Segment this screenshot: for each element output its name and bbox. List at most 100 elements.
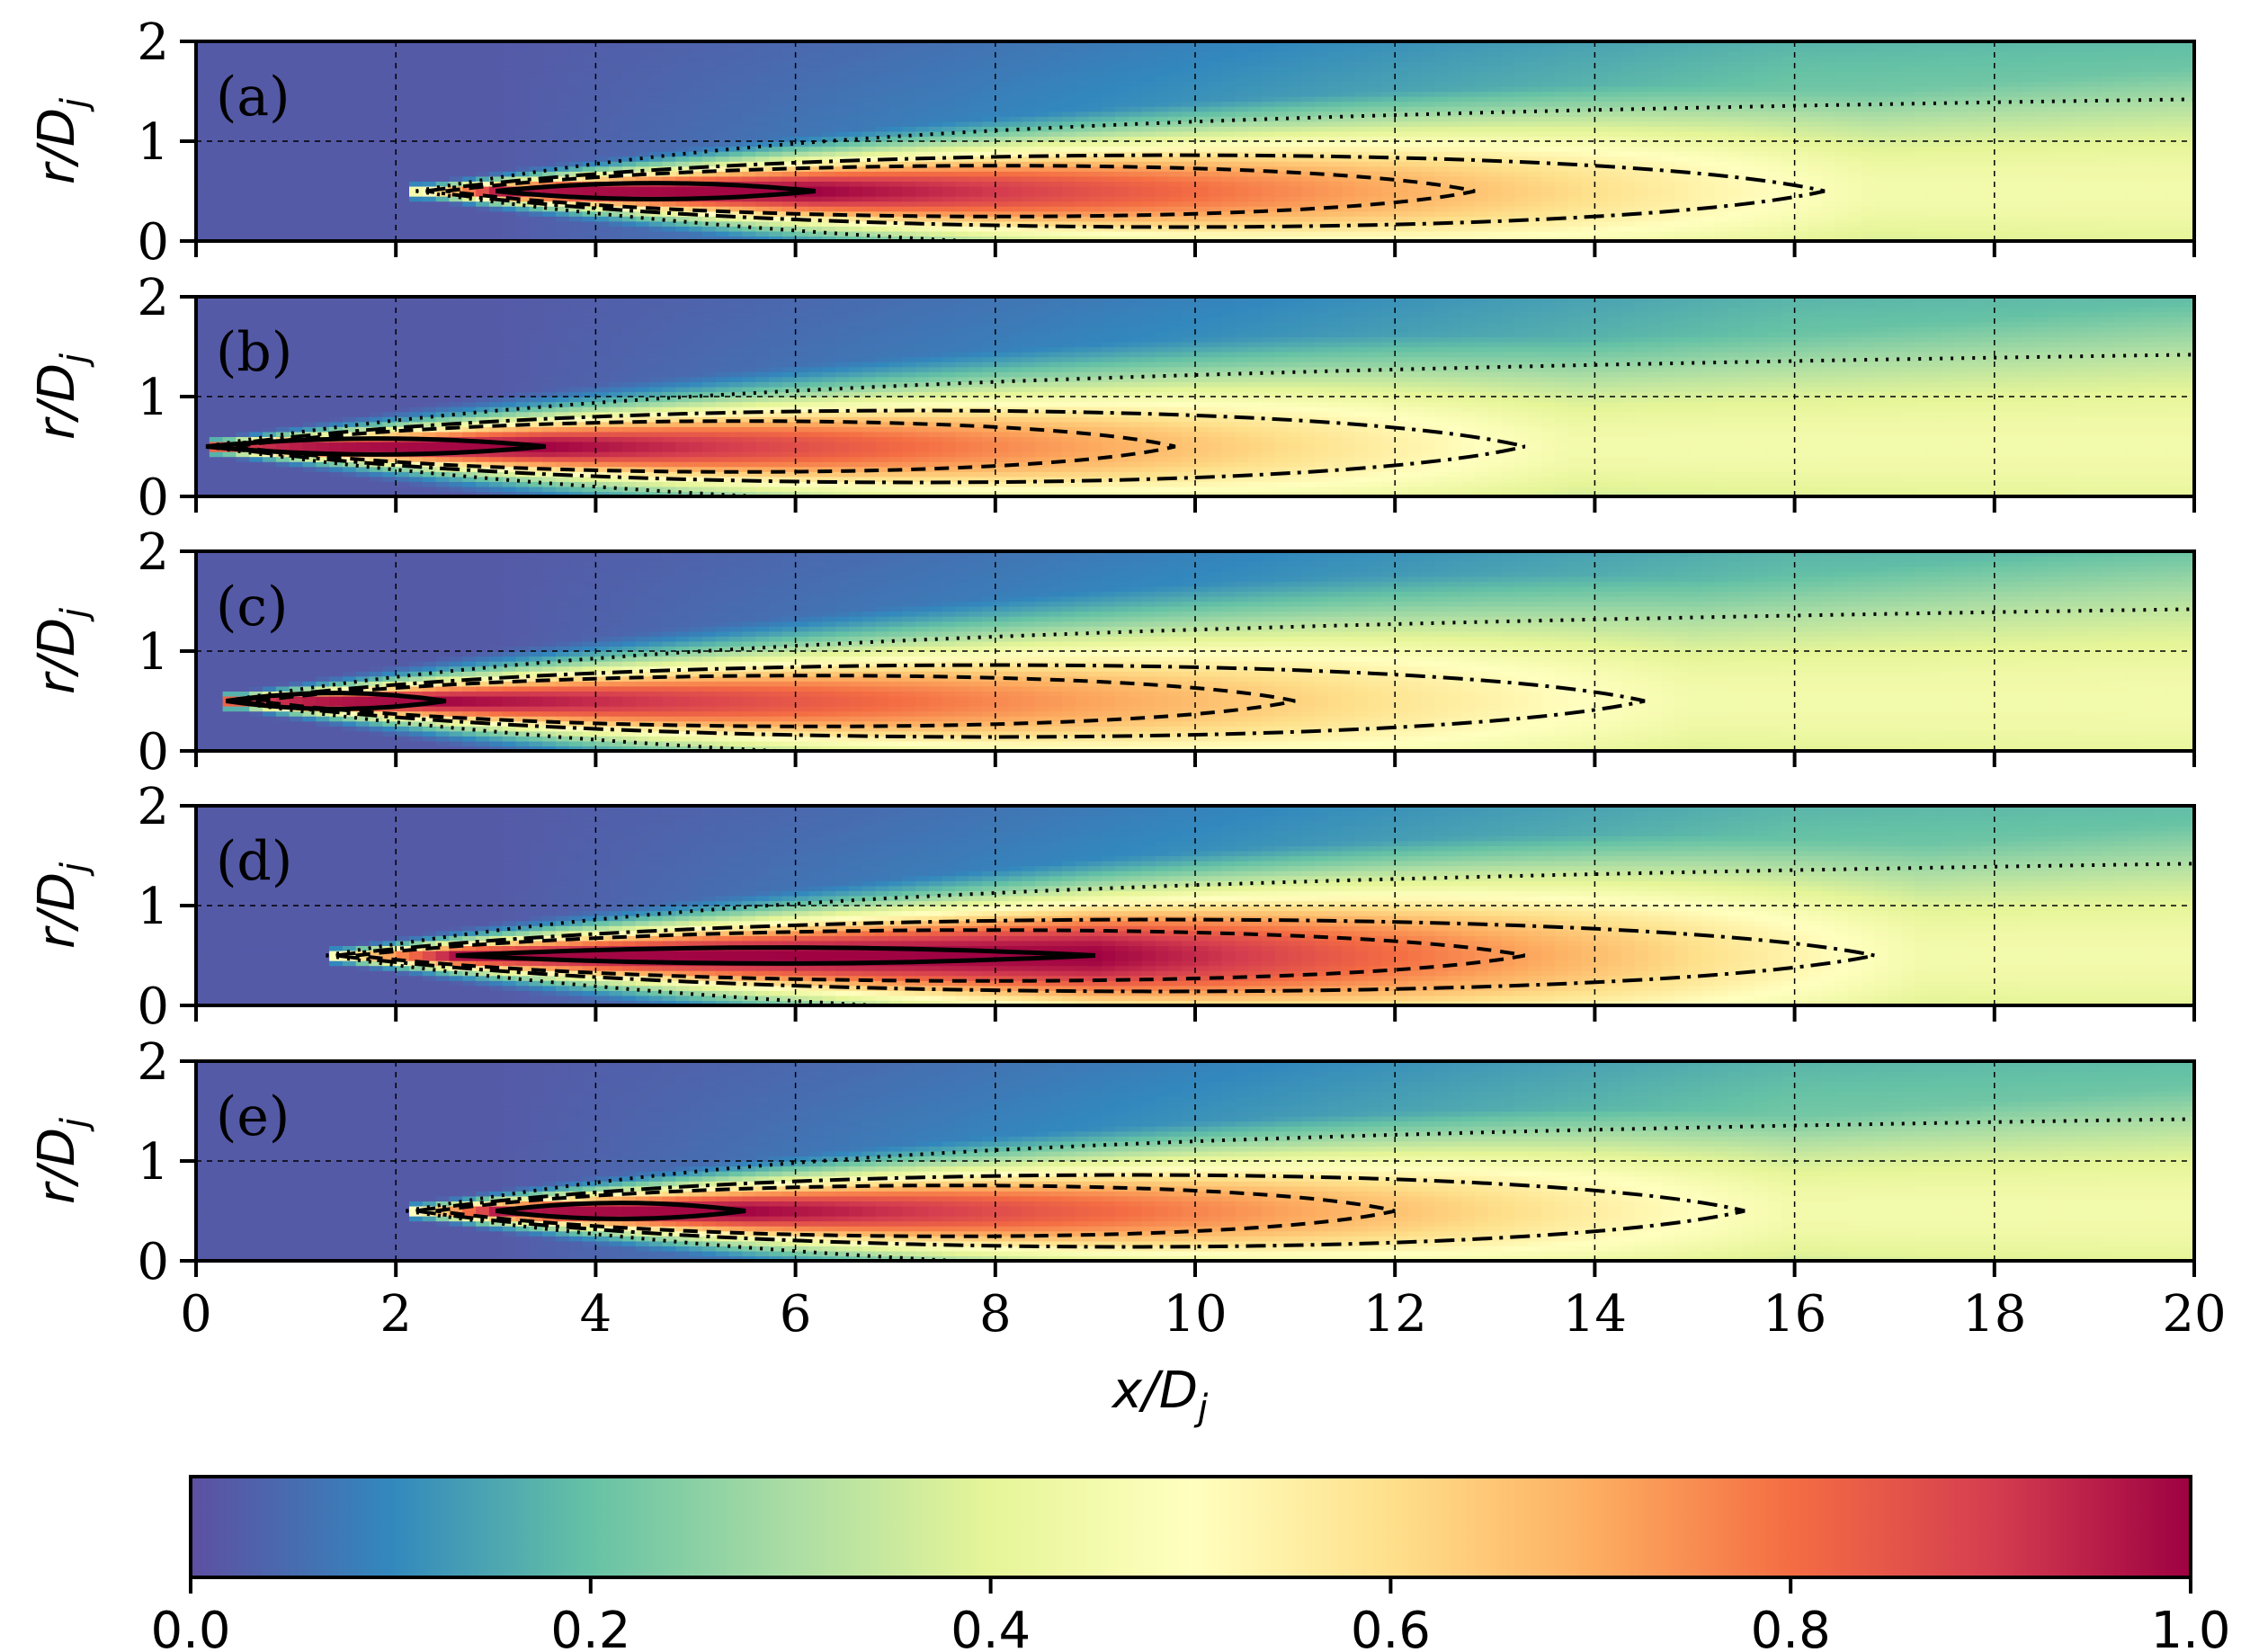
heatmap-cell [942, 91, 956, 97]
heatmap-cell [609, 161, 623, 167]
heatmap-cell [555, 116, 570, 122]
heatmap-cell [1195, 136, 1210, 142]
heatmap-cell [1182, 171, 1196, 177]
heatmap-cell [1235, 206, 1249, 212]
heatmap-cell [1541, 201, 1556, 207]
heatmap-cell [1647, 76, 1663, 82]
heatmap-cell [1674, 91, 1689, 97]
heatmap-cell [1701, 236, 1716, 242]
heatmap-cell [1594, 196, 1609, 202]
heatmap-cell [382, 210, 397, 217]
heatmap-cell [1741, 130, 1755, 138]
heatmap-cell [289, 116, 304, 122]
heatmap-cell [1315, 130, 1329, 138]
heatmap-cell [263, 146, 277, 152]
heatmap-cell [1728, 85, 1742, 93]
heatmap-cell [209, 181, 224, 187]
heatmap-cell [1182, 76, 1196, 82]
heatmap-cell [755, 76, 770, 82]
heatmap-cell [1115, 126, 1129, 132]
heatmap-cell [1341, 116, 1356, 122]
heatmap-cell [1408, 171, 1423, 177]
heatmap-cell [476, 175, 490, 182]
heatmap-cell [1647, 146, 1663, 152]
heatmap-cell [1022, 66, 1036, 72]
heatmap-cell [1115, 111, 1129, 117]
heatmap-cell [1647, 171, 1663, 177]
heatmap-cell [795, 85, 810, 93]
heatmap-cell [342, 51, 357, 58]
heatmap-cell [249, 220, 263, 227]
heatmap-cell [1754, 206, 1769, 212]
heatmap-cell [969, 96, 983, 103]
heatmap-cell [1195, 116, 1210, 122]
heatmap-cell [995, 96, 1010, 103]
heatmap-cell [1061, 141, 1076, 147]
heatmap-cell [848, 81, 863, 87]
heatmap-cell [808, 171, 823, 177]
heatmap-cell [1381, 220, 1396, 227]
heatmap-cell [396, 226, 410, 232]
heatmap-cell [422, 146, 437, 152]
heatmap-cell [1541, 196, 1556, 202]
heatmap-cell [1182, 111, 1196, 117]
heatmap-cell [1487, 81, 1503, 87]
heatmap-cell [249, 216, 263, 222]
heatmap-cell [529, 146, 543, 152]
heatmap-cell [1767, 136, 1782, 142]
heatmap-cell [568, 61, 584, 67]
heatmap-cell [422, 81, 437, 87]
heatmap-cell [1328, 66, 1343, 72]
heatmap-cell [1008, 201, 1023, 207]
heatmap-cell [1315, 41, 1329, 48]
heatmap-cell [1808, 81, 1822, 87]
heatmap-cell [1714, 130, 1729, 138]
heatmap-cell [1421, 141, 1436, 147]
heatmap-cell [915, 61, 930, 67]
heatmap-cell [316, 101, 330, 107]
heatmap-cell [1102, 230, 1116, 237]
heatmap-cell [568, 91, 584, 97]
heatmap-cell [1541, 181, 1556, 187]
heatmap-cell [369, 71, 383, 77]
heatmap-cell [1754, 191, 1769, 197]
heatmap-cell [196, 185, 210, 192]
heatmap-cell [875, 181, 889, 187]
heatmap-cell [568, 191, 584, 197]
heatmap-cell [382, 126, 397, 132]
heatmap-cell [316, 181, 330, 187]
heatmap-cell [902, 156, 916, 162]
heatmap-cell [196, 76, 210, 82]
heatmap-cell [1808, 46, 1822, 52]
heatmap-cell [209, 61, 224, 67]
heatmap-cell [609, 41, 623, 48]
heatmap-cell [1301, 121, 1316, 127]
heatmap-cell [1581, 165, 1595, 172]
heatmap-cell [263, 91, 277, 97]
heatmap-cell [689, 116, 703, 122]
heatmap-cell [1487, 156, 1503, 162]
heatmap-cell [1328, 81, 1343, 87]
heatmap-cell [728, 185, 743, 192]
heatmap-cell [462, 230, 477, 237]
heatmap-cell [795, 175, 810, 182]
heatmap-cell [1075, 226, 1090, 232]
heatmap-cell [1248, 91, 1263, 97]
heatmap-cell [435, 136, 451, 142]
heatmap-cell [1501, 81, 1516, 87]
heatmap-cell [449, 230, 463, 237]
heatmap-cell [1354, 236, 1370, 242]
heatmap-cell [1341, 71, 1356, 77]
heatmap-cell [1022, 71, 1036, 77]
heatmap-cell [263, 66, 277, 72]
heatmap-cell [635, 161, 650, 167]
heatmap-cell [275, 206, 290, 212]
heatmap-cell [1741, 161, 1755, 167]
heatmap-cell [382, 51, 397, 58]
heatmap-cell [1847, 151, 1862, 157]
heatmap-cell [1647, 226, 1663, 232]
heatmap-cell [1195, 46, 1210, 52]
heatmap-cell [1421, 201, 1436, 207]
heatmap-cell [1061, 136, 1076, 142]
heatmap-cell [969, 185, 983, 192]
